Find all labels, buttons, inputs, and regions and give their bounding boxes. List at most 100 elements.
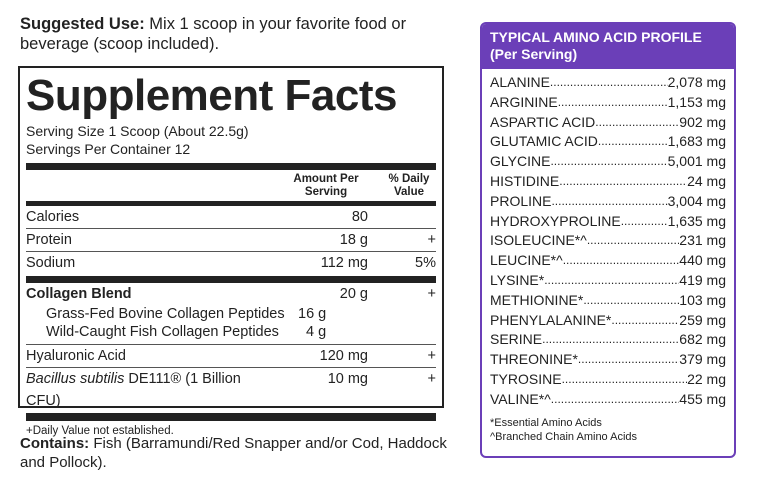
facts-title: Supplement Facts: [26, 71, 397, 120]
dot-leader: [542, 330, 679, 350]
dot-leader: [551, 192, 667, 212]
amino-value: 103 mg: [679, 291, 726, 308]
amino-row: TYROSINE 22 mg: [490, 370, 726, 390]
amino-value: 455 mg: [679, 390, 726, 407]
essential-note: *Essential Amino Acids: [490, 416, 602, 429]
suggested-use-text: Mix 1 scoop in your favorite food or bev…: [20, 15, 407, 53]
amino-row: PHENYLALANINE* 259 mg: [490, 311, 726, 331]
amino-name: THREONINE*: [490, 351, 578, 368]
amino-value: 231 mg: [679, 232, 726, 249]
nutrient-amount: 4 g: [306, 324, 327, 340]
suggested-use-label: Suggested Use:: [20, 15, 145, 33]
nutrient-name: Protein: [26, 232, 72, 248]
amino-name: TYROSINE: [490, 370, 562, 387]
amino-row: ASPARTIC ACID 902 mg: [490, 113, 726, 133]
nutrient-dv: +: [427, 348, 436, 364]
amino-row: SERINE 682 mg: [490, 330, 726, 350]
nutrient-dv: [368, 206, 436, 228]
daily-value-header: % Daily Value: [388, 173, 430, 198]
dot-leader: [544, 271, 679, 291]
amino-value: 682 mg: [679, 331, 726, 348]
fact-row: Calories 80: [26, 206, 436, 228]
amino-row: ALANINE 2,078 mg: [490, 73, 726, 93]
amino-name: LYSINE*: [490, 271, 545, 288]
footnote: +Daily Value not established.: [26, 425, 174, 437]
amino-row: PROLINE 3,004 mg: [490, 192, 726, 212]
contains-text: Fish (Barramundi/Red Snapper and/or Cod,…: [20, 435, 447, 471]
amino-row: LEUCINE*^ 440 mg: [490, 251, 726, 271]
nutrient-name: Collagen Blend: [26, 286, 132, 302]
amino-row: GLUTAMIC ACID 1,683 mg: [490, 132, 726, 152]
divider: [26, 201, 436, 206]
amino-row: LYSINE* 419 mg: [490, 271, 726, 291]
column-header: Amount Per Serving % Daily Value: [26, 170, 436, 201]
amino-name: ASPARTIC ACID: [490, 113, 596, 130]
nutrient-name: Wild-Caught Fish Collagen Peptides: [46, 324, 279, 340]
nutrient-dv: +: [427, 286, 436, 302]
divider: [26, 413, 436, 421]
amino-header: TYPICAL AMINO ACID PROFILE (Per Serving): [482, 24, 734, 69]
amino-value: 1,683 mg: [667, 133, 726, 150]
amino-row: METHIONINE* 103 mg: [490, 291, 726, 311]
dot-leader: [551, 390, 680, 410]
nutrient-amount: 10 mg: [327, 371, 368, 387]
dot-leader: [583, 291, 679, 311]
allergen-statement: Contains: Fish (Barramundi/Red Snapper a…: [20, 434, 460, 472]
dot-leader: [558, 93, 668, 113]
amino-name: VALINE*^: [490, 390, 551, 407]
nutrient-name: Calories: [26, 209, 80, 225]
nutrient-dv: +: [427, 232, 436, 248]
dot-leader: [587, 231, 679, 251]
dot-leader: [550, 152, 667, 172]
amino-name: PROLINE: [490, 192, 552, 209]
amino-value: 22 mg: [687, 370, 726, 387]
amino-row: HYDROXYPROLINE 1,635 mg: [490, 212, 726, 232]
fact-row: Hyaluronic Acid 120 mg +: [26, 344, 436, 367]
amino-name: METHIONINE*: [490, 291, 584, 308]
nutrient-amount: 20 g: [339, 286, 368, 302]
nutrient-dv: 5%: [415, 255, 436, 271]
fact-row: Sodium 112 mg 5%: [26, 251, 436, 274]
fact-row: Wild-Caught Fish Collagen Peptides 4 g: [26, 323, 436, 341]
nutrient-amount: 16 g: [298, 306, 327, 322]
nutrient-name-italic: Bacillus subtilis: [26, 371, 125, 387]
fact-row: Bacillus subtilis DE111® (1 Billion CFU)…: [26, 367, 436, 412]
dot-leader: [562, 370, 688, 390]
serving-size: Serving Size 1 Scoop (About 22.5g): [26, 123, 249, 139]
amino-name: SERINE: [490, 331, 543, 348]
dot-leader: [621, 212, 668, 232]
dot-leader: [611, 311, 679, 331]
dot-leader: [595, 113, 679, 133]
amino-value: 3,004 mg: [667, 192, 726, 209]
amino-value: 1,153 mg: [667, 93, 726, 110]
nutrient-amount: 18 g: [339, 232, 368, 248]
bcaa-note: ^Branched Chain Amino Acids: [490, 430, 638, 443]
amino-value: 2,078 mg: [667, 74, 726, 90]
amino-name: ISOLEUCINE*^: [490, 232, 587, 249]
amino-row: VALINE*^ 455 mg: [490, 390, 726, 410]
nutrient-dv: [368, 323, 436, 341]
nutrient-name: Grass-Fed Bovine Collagen Peptides: [46, 306, 285, 322]
amount-header: Amount Per Serving: [293, 173, 359, 198]
amino-name: PHENYLALANINE*: [490, 311, 612, 328]
amino-name: HISTIDINE: [490, 172, 560, 189]
dot-leader: [563, 251, 680, 271]
nutrient-dv: [368, 305, 436, 323]
amino-list: ALANINE 2,078 mg ARGININE 1,153 mg ASPARTIC …: [482, 69, 734, 410]
dot-leader: [559, 172, 687, 192]
amino-row: HISTIDINE 24 mg: [490, 172, 726, 192]
amino-subtitle: (Per Serving): [490, 46, 578, 62]
supplement-facts-panel: Supplement Facts Serving Size 1 Scoop (A…: [18, 66, 444, 437]
dot-leader: [598, 132, 668, 152]
amino-acid-panel: TYPICAL AMINO ACID PROFILE (Per Serving) …: [480, 22, 736, 458]
nutrient-amount: 120 mg: [319, 348, 368, 364]
amino-name: ARGININE: [490, 93, 558, 110]
servings-per-container: Servings Per Container 12: [26, 141, 191, 157]
amino-name: HYDROXYPROLINE: [490, 212, 621, 229]
amino-value: 419 mg: [679, 271, 726, 288]
amino-name: GLUTAMIC ACID: [490, 133, 598, 150]
fact-row: Grass-Fed Bovine Collagen Peptides 16 g: [26, 305, 436, 323]
nutrient-name: Sodium: [26, 255, 76, 271]
nutrient-amount: 112 mg: [320, 255, 368, 271]
nutrient-amount: 80: [351, 209, 368, 225]
